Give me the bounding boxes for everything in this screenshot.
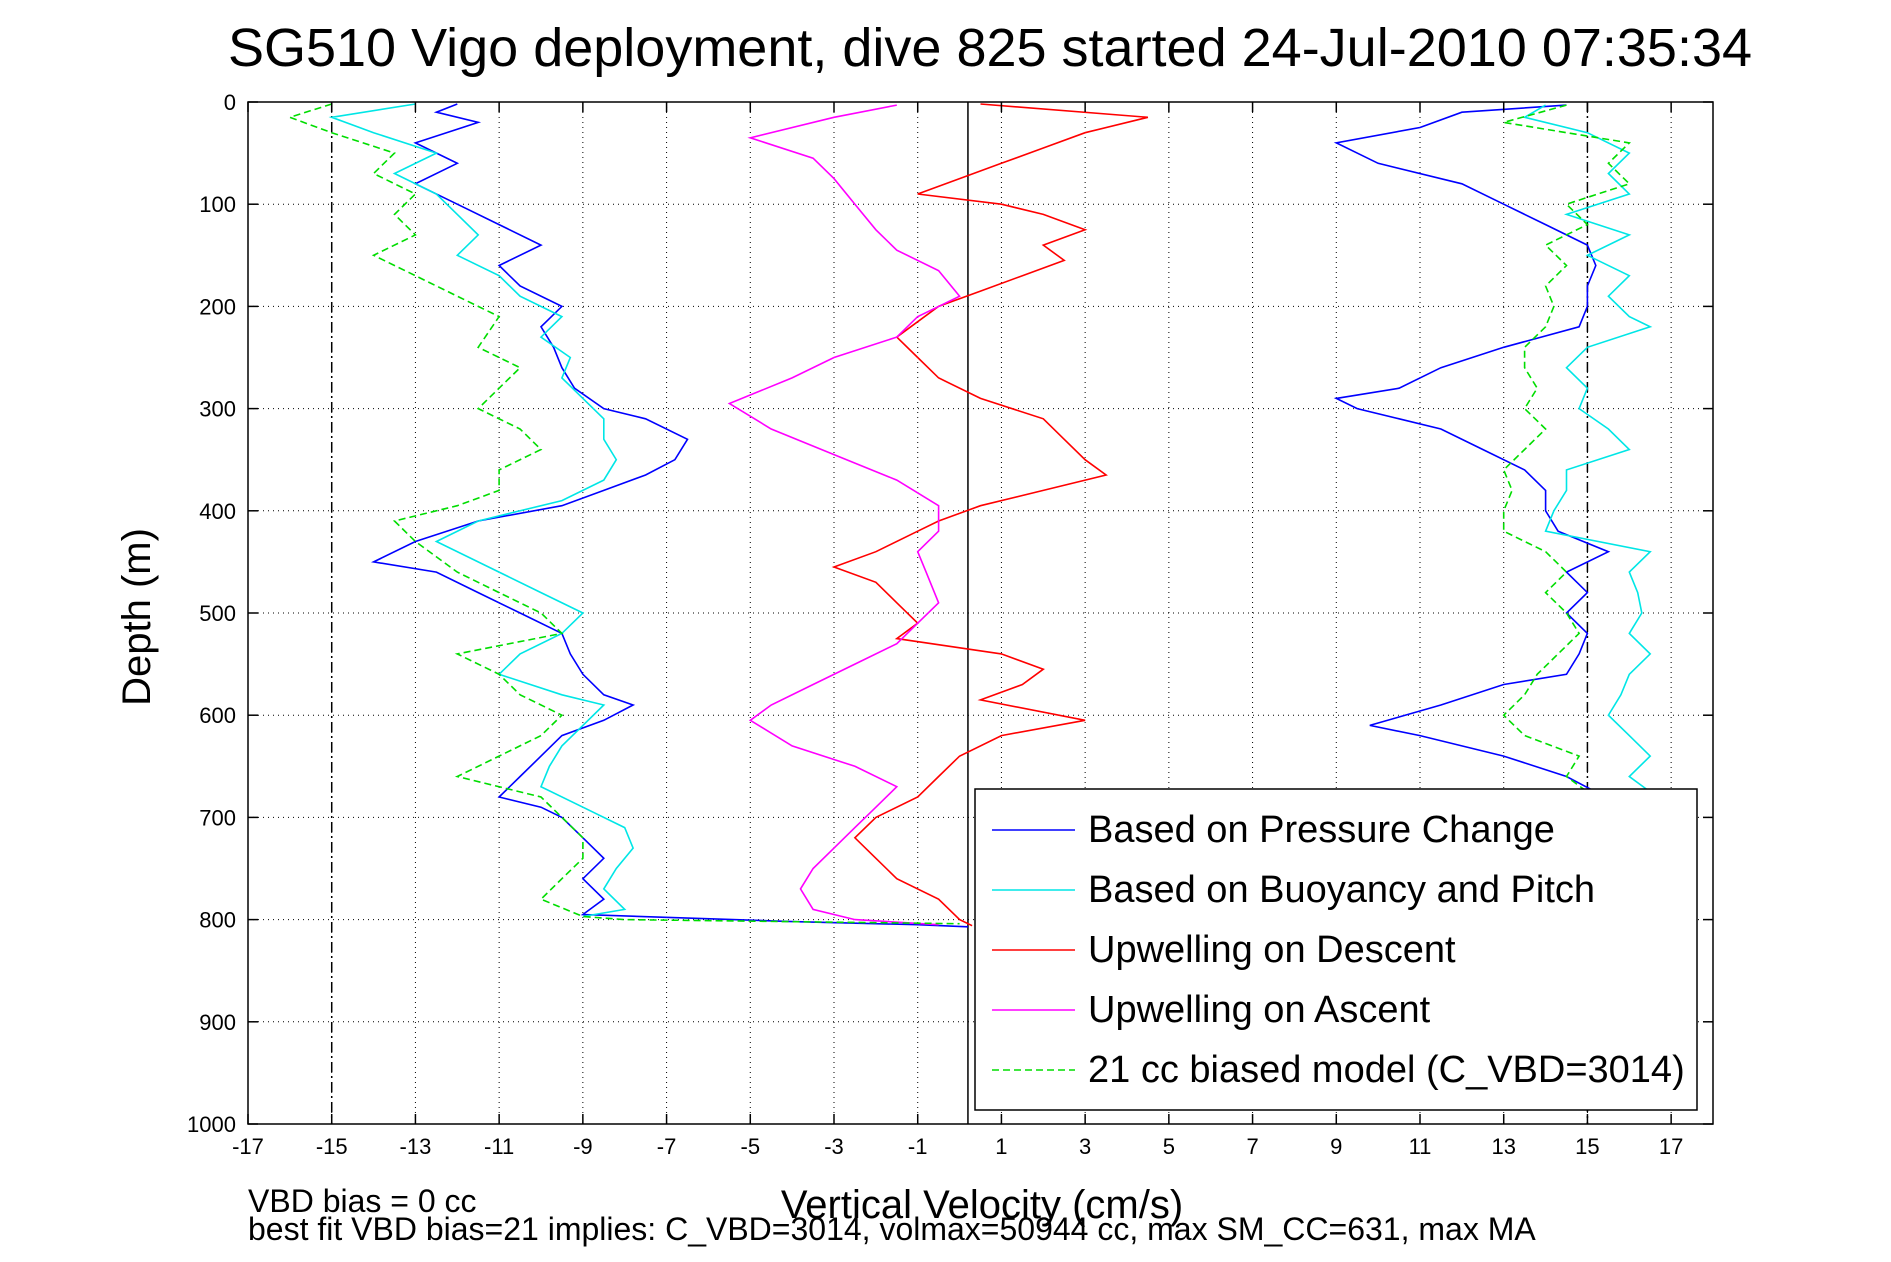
x-tick-label: -17 (232, 1134, 264, 1159)
x-tick-label: 9 (1330, 1134, 1342, 1159)
x-axis-ticks: -17 -15 -13 -11 -9 -7 -5 -3 -1 1 3 5 7 9 11 13 15 17 (232, 102, 1683, 1159)
y-axis-label: Depth (m) (115, 528, 159, 706)
series-lines (287, 103, 1653, 928)
x-tick-label: -9 (573, 1134, 593, 1159)
series-line-descent (831, 103, 1149, 927)
x-tick-label: -7 (657, 1134, 677, 1159)
x-tick-label: 17 (1659, 1134, 1683, 1159)
footer-line-2: best fit VBD bias=21 implies: C_VBD=3014… (248, 1211, 1536, 1247)
y-tick-label: 100 (199, 192, 236, 217)
legend-label-descent: Upwelling on Descent (1088, 929, 1456, 971)
y-tick-label: 400 (199, 499, 236, 524)
x-tick-label: -5 (741, 1134, 761, 1159)
x-tick-label: -13 (400, 1134, 432, 1159)
y-tick-label: 700 (199, 805, 236, 830)
y-tick-label: 600 (199, 703, 236, 728)
series-line-buoyancy (328, 103, 635, 918)
x-tick-label: 1 (995, 1134, 1007, 1159)
x-tick-label: -15 (316, 1134, 348, 1159)
y-tick-label: 900 (199, 1010, 236, 1035)
y-tick-label: 1000 (187, 1112, 236, 1137)
legend-label-pressure: Based on Pressure Change (1088, 809, 1555, 851)
series-line-pressure (370, 103, 968, 928)
series-line-pressure (1333, 104, 1611, 793)
footer-line-1: VBD bias = 0 cc (248, 1183, 477, 1219)
y-tick-label: 500 (199, 601, 236, 626)
y-tick-label: 0 (224, 90, 236, 115)
x-tick-label: 15 (1575, 1134, 1599, 1159)
x-tick-label: 3 (1079, 1134, 1091, 1159)
legend-label-ascent: Upwelling on Ascent (1088, 989, 1431, 1031)
x-tick-label: 11 (1409, 1134, 1432, 1159)
x-axis-label: Vertical Velocity (cm/s) (781, 1183, 1183, 1227)
x-tick-label: -1 (908, 1134, 928, 1159)
x-tick-label: 13 (1491, 1134, 1515, 1159)
y-tick-label: 200 (199, 294, 236, 319)
y-tick-label: 800 (199, 908, 236, 933)
series-line-ascent (727, 104, 961, 926)
legend-label-model: 21 cc biased model (C_VBD=3014) (1088, 1049, 1685, 1091)
chart-title: SG510 Vigo deployment, dive 825 started … (228, 18, 1752, 78)
series-line-model (287, 103, 960, 925)
series-line-buoyancy (1522, 104, 1653, 793)
legend-box (974, 788, 1698, 1111)
legend: Based on Pressure Change Based on Buoyanc… (974, 788, 1698, 1111)
legend-label-buoyancy: Based on Buoyancy and Pitch (1088, 869, 1595, 911)
reference-lines (330, 102, 1589, 1124)
legend-items: Based on Pressure Change Based on Buoyanc… (992, 809, 1685, 1091)
y-axis-ticks: 0 100 200 300 400 500 600 700 800 900 1000 (187, 90, 1713, 1137)
series-line-model (1502, 104, 1631, 793)
y-tick-label: 300 (199, 397, 236, 422)
x-tick-label: 5 (1163, 1134, 1175, 1159)
x-tick-label: 7 (1246, 1134, 1258, 1159)
x-tick-label: -11 (484, 1134, 514, 1159)
x-tick-label: -3 (824, 1134, 844, 1159)
